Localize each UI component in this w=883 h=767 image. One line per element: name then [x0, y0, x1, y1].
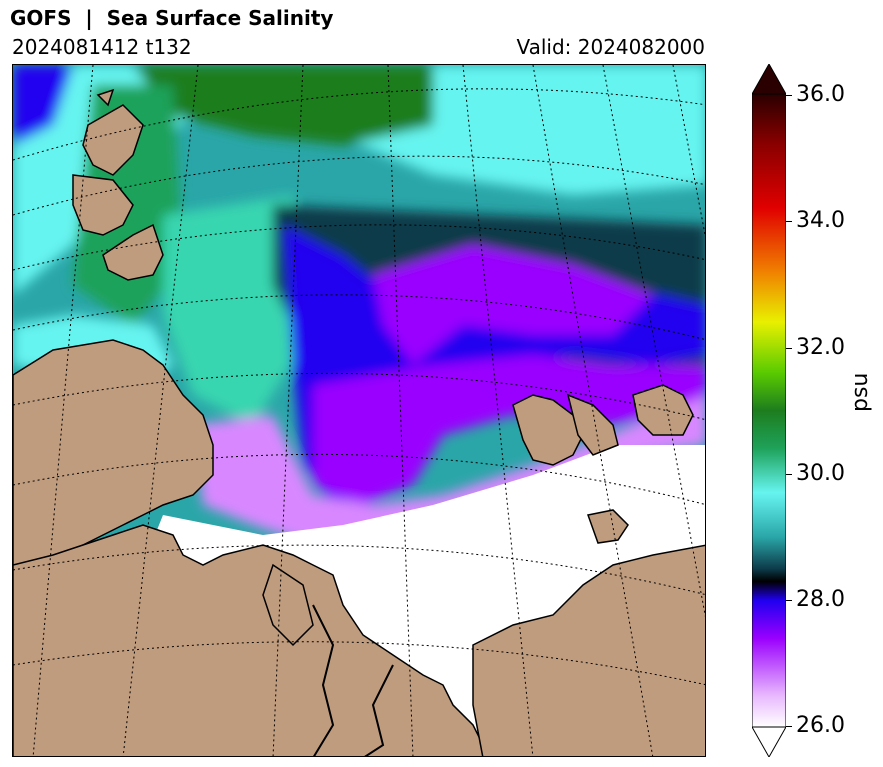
graticule	[13, 65, 705, 756]
colorbar-tick-label: 26.0	[796, 713, 845, 738]
colorbar-unit-label: psu	[848, 372, 873, 412]
colorbar-tickmark	[786, 726, 792, 727]
valid-time-label: Valid: 2024082000	[516, 35, 705, 59]
salinity-map	[12, 64, 706, 757]
rivers	[312, 604, 394, 756]
land	[13, 88, 705, 756]
colorbar-extend-min	[751, 726, 787, 759]
colorbar-tickmark	[786, 221, 792, 222]
run-label: 2024081412 t132	[12, 35, 192, 59]
colorbar-tick-label: 32.0	[796, 335, 845, 360]
salinity-map-canvas	[13, 65, 705, 756]
colorbar-tickmark	[786, 348, 792, 349]
colorbar-tick-label: 28.0	[796, 587, 845, 612]
colorbar-tick-label: 36.0	[796, 82, 845, 107]
colorbar-extend-max	[751, 62, 787, 95]
colorbar-tick-label: 34.0	[796, 208, 845, 233]
colorbar-graphic	[751, 62, 787, 759]
colorbar-tickmark	[786, 474, 792, 475]
colorbar-tickmark	[786, 95, 792, 96]
colorbar-tick-label: 30.0	[796, 461, 845, 486]
map-title: GOFS | Sea Surface Salinity	[10, 6, 334, 30]
colorbar-gradient	[751, 93, 787, 728]
colorbar-tickmark	[786, 600, 792, 601]
colorbar	[751, 62, 787, 759]
